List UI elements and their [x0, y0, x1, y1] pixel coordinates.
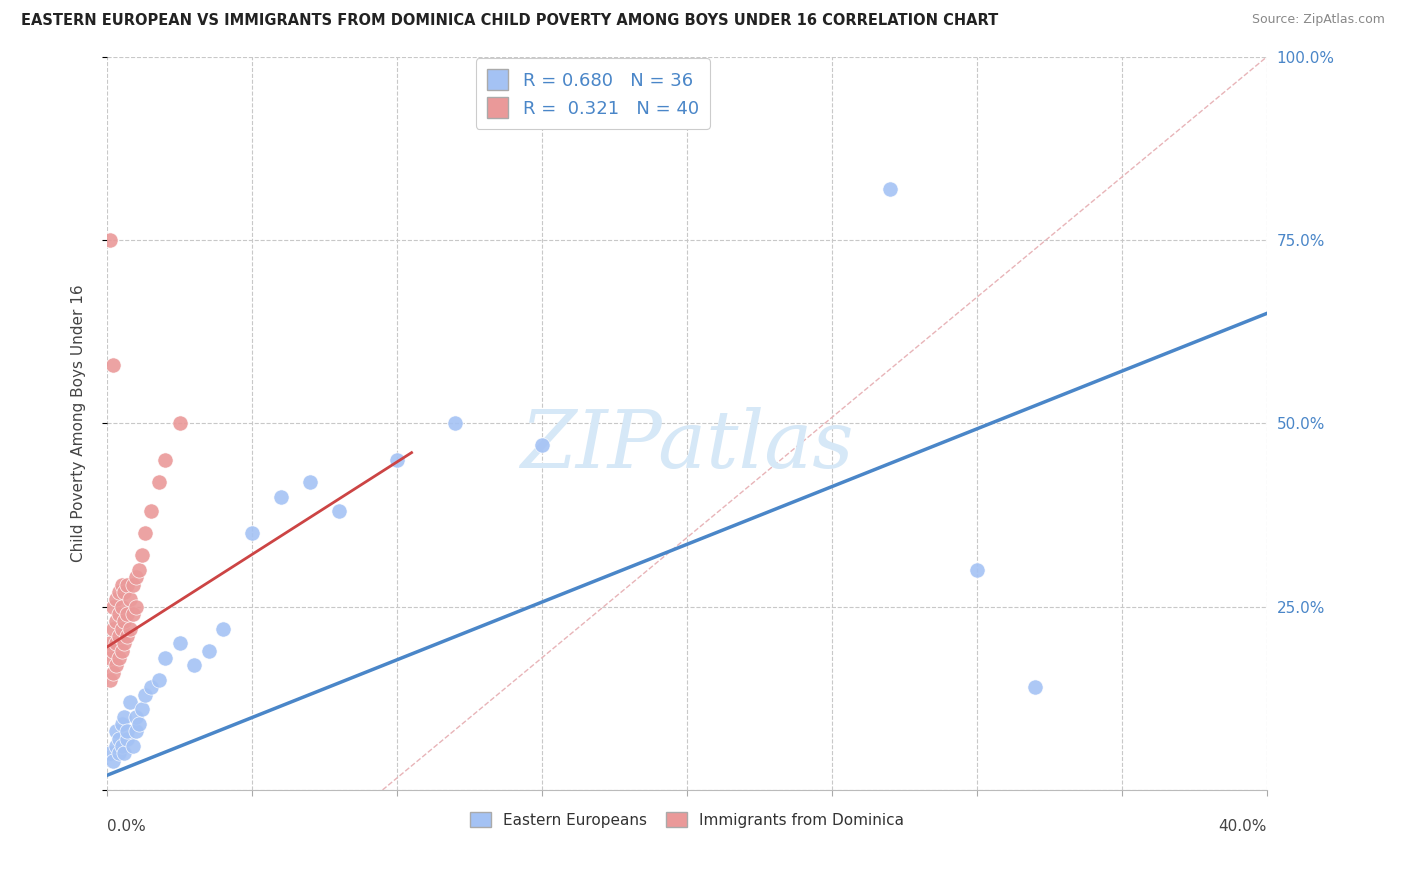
Point [120, 622, 142, 636]
Text: 0.0%: 0.0% [107, 819, 146, 834]
Point [107, 585, 129, 599]
Point [110, 739, 132, 753]
Point [104, 636, 127, 650]
Point [134, 688, 156, 702]
Point [104, 739, 127, 753]
Point [104, 658, 127, 673]
Point [966, 563, 988, 577]
Point [98, 233, 121, 247]
Point [125, 724, 148, 739]
Point [101, 754, 124, 768]
Point [114, 615, 136, 629]
Point [107, 651, 129, 665]
Point [101, 358, 124, 372]
Point [134, 526, 156, 541]
Point [328, 504, 350, 518]
Point [114, 636, 136, 650]
Point [1024, 680, 1046, 694]
Point [104, 724, 127, 739]
Point [101, 622, 124, 636]
Point [117, 607, 139, 621]
Point [131, 549, 153, 563]
Point [169, 417, 191, 431]
Point [120, 592, 142, 607]
Point [107, 629, 129, 643]
Point [153, 651, 176, 665]
Point [125, 599, 148, 614]
Point [117, 731, 139, 746]
Point [183, 658, 205, 673]
Point [107, 746, 129, 760]
Point [139, 504, 162, 518]
Point [98, 651, 121, 665]
Point [212, 622, 235, 636]
Point [444, 417, 467, 431]
Point [139, 680, 162, 694]
Text: ZIPatlas: ZIPatlas [520, 407, 853, 484]
Text: EASTERN EUROPEAN VS IMMIGRANTS FROM DOMINICA CHILD POVERTY AMONG BOYS UNDER 16 C: EASTERN EUROPEAN VS IMMIGRANTS FROM DOMI… [21, 13, 998, 29]
Point [110, 577, 132, 591]
Point [148, 673, 170, 687]
Point [122, 739, 145, 753]
Point [128, 563, 150, 577]
Point [101, 665, 124, 680]
Point [114, 585, 136, 599]
Point [128, 717, 150, 731]
Point [169, 636, 191, 650]
Point [104, 615, 127, 629]
Point [240, 526, 263, 541]
Point [114, 746, 136, 760]
Point [879, 182, 901, 196]
Point [122, 577, 145, 591]
Point [114, 709, 136, 723]
Point [101, 599, 124, 614]
Legend: Eastern Europeans, Immigrants from Dominica: Eastern Europeans, Immigrants from Domin… [464, 805, 911, 834]
Point [110, 643, 132, 657]
Point [385, 453, 408, 467]
Point [270, 490, 292, 504]
Point [104, 592, 127, 607]
Point [531, 438, 554, 452]
Point [122, 607, 145, 621]
Point [117, 577, 139, 591]
Point [110, 622, 132, 636]
Point [197, 643, 219, 657]
Point [107, 607, 129, 621]
Point [101, 643, 124, 657]
Point [125, 709, 148, 723]
Point [117, 629, 139, 643]
Point [120, 695, 142, 709]
Point [153, 453, 176, 467]
Point [107, 731, 129, 746]
Point [110, 599, 132, 614]
Y-axis label: Child Poverty Among Boys Under 16: Child Poverty Among Boys Under 16 [72, 285, 86, 562]
Point [131, 702, 153, 716]
Point [98, 636, 121, 650]
Point [148, 475, 170, 489]
Point [299, 475, 322, 489]
Text: Source: ZipAtlas.com: Source: ZipAtlas.com [1251, 13, 1385, 27]
Point [98, 746, 121, 760]
Text: 40.0%: 40.0% [1219, 819, 1267, 834]
Point [117, 724, 139, 739]
Point [98, 673, 121, 687]
Point [125, 570, 148, 584]
Point [110, 717, 132, 731]
